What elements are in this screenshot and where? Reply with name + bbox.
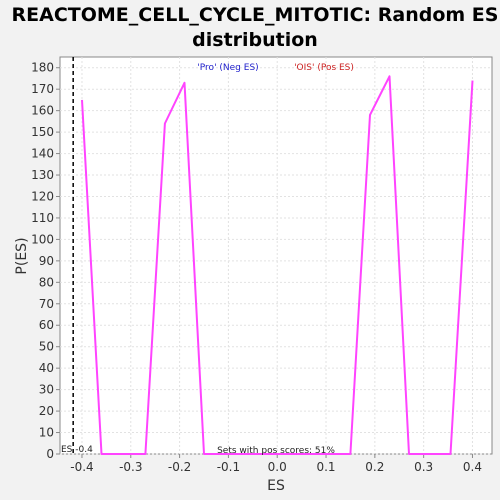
y-tick-label: 140 (31, 147, 54, 161)
x-tick-label: 0.0 (268, 460, 287, 474)
y-tick-label: 110 (31, 211, 54, 225)
y-axis: 0 10 20 30 40 50 60 70 80 90 100 110 120 130 140 150 160… (31, 61, 60, 461)
y-tick-label: 170 (31, 82, 54, 96)
chart-title-line-1: REACTOME_CELL_CYCLE_MITOTIC: Random ES (12, 4, 499, 26)
y-tick-label: 50 (39, 340, 54, 354)
legend-pos-es: 'OIS' (Pos ES) (294, 63, 354, 73)
x-tick-label: -0.3 (119, 460, 142, 474)
pos-scores-annotation: Sets with pos scores: 51% (217, 446, 335, 456)
observed-es-label: ES -0.4 (61, 445, 93, 455)
x-tick-label: -0.1 (217, 460, 240, 474)
y-tick-label: 30 (39, 383, 54, 397)
x-axis: -0.4 -0.3 -0.2 -0.1 0.0 0.1 0.2 0.3 0.4 (70, 454, 482, 474)
x-tick-label: -0.2 (168, 460, 191, 474)
x-tick-label: 0.4 (463, 460, 482, 474)
y-tick-label: 90 (39, 254, 54, 268)
x-tick-label: -0.4 (70, 460, 93, 474)
y-tick-label: 160 (31, 104, 54, 118)
x-tick-label: 0.3 (414, 460, 433, 474)
y-tick-label: 10 (39, 426, 54, 440)
y-tick-label: 60 (39, 318, 54, 332)
chart-title-line-2: distribution (192, 29, 318, 51)
y-tick-label: 130 (31, 168, 54, 182)
plot-area (59, 56, 493, 455)
y-tick-label: 20 (39, 404, 54, 418)
x-tick-label: 0.1 (316, 460, 335, 474)
y-tick-label: 40 (39, 361, 54, 375)
x-axis-label: ES (267, 478, 285, 494)
y-tick-label: 120 (31, 189, 54, 203)
grid (60, 57, 492, 455)
series-group (81, 75, 474, 455)
y-tick-label: 80 (39, 275, 54, 289)
y-tick-label: 70 (39, 297, 54, 311)
y-axis-label: P(ES) (14, 237, 30, 274)
y-tick-label: 0 (46, 447, 54, 461)
y-tick-label: 150 (31, 125, 54, 139)
legend-neg-es: 'Pro' (Neg ES) (197, 63, 258, 73)
series-line-0 (81, 75, 474, 455)
x-tick-label: 0.2 (365, 460, 384, 474)
y-tick-label: 100 (31, 232, 54, 246)
y-tick-label: 180 (31, 61, 54, 75)
